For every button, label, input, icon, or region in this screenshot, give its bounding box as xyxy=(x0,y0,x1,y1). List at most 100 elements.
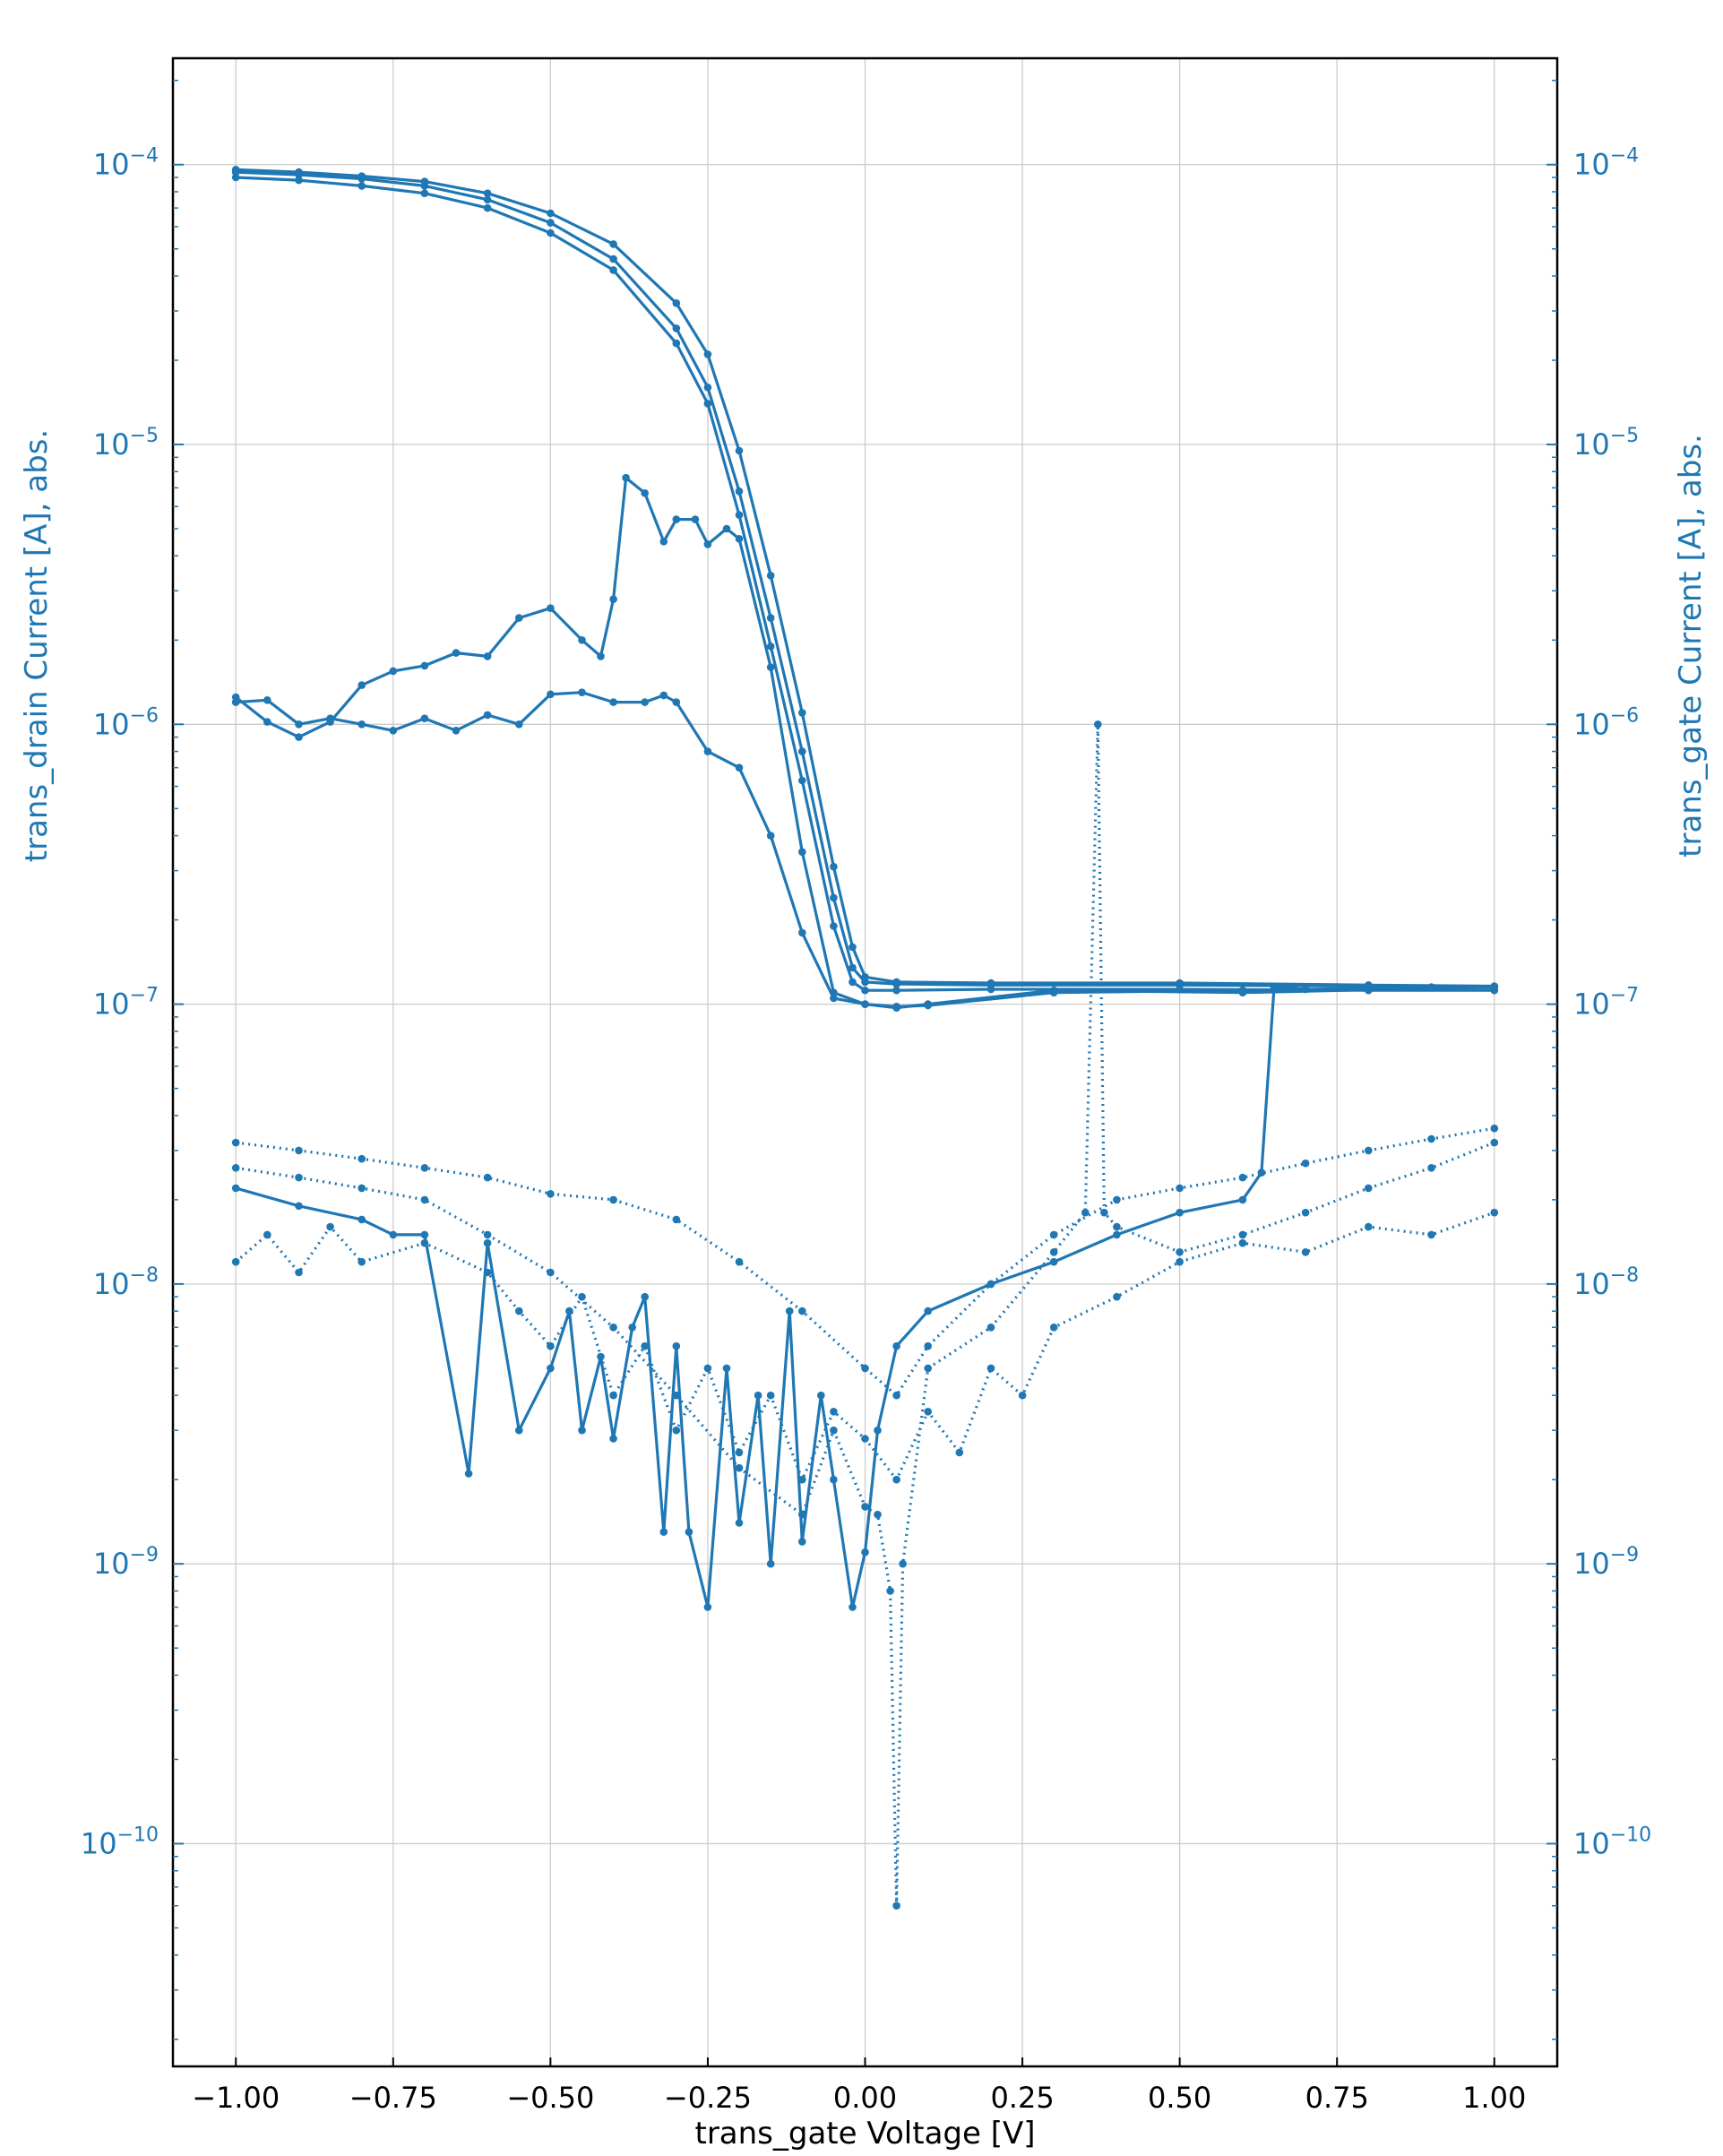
series-4 xyxy=(231,688,1499,1012)
data-point xyxy=(735,511,744,519)
data-point xyxy=(483,711,492,720)
data-point xyxy=(628,1324,636,1332)
data-point xyxy=(892,1391,900,1400)
data-point xyxy=(899,1559,907,1568)
data-point xyxy=(955,1448,964,1457)
data-point xyxy=(1176,979,1184,987)
data-point xyxy=(672,339,681,348)
data-point xyxy=(389,1230,398,1239)
x-tick-label: −1.00 xyxy=(192,2081,280,2115)
y-tick-label-left: 10−6 xyxy=(93,704,159,741)
series-line xyxy=(236,176,1495,992)
data-point xyxy=(420,1195,429,1204)
data-point xyxy=(685,1528,694,1536)
data-point xyxy=(1490,983,1499,991)
data-point xyxy=(358,681,366,689)
x-tick-label: −0.25 xyxy=(664,2081,752,2115)
data-point xyxy=(735,763,744,772)
data-point xyxy=(766,642,775,651)
data-point xyxy=(609,240,617,248)
data-point xyxy=(295,1146,303,1155)
data-point xyxy=(817,1391,825,1400)
data-point xyxy=(798,709,806,717)
x-tick-label: 0.00 xyxy=(833,2081,897,2115)
data-point xyxy=(924,1000,932,1008)
series-layer xyxy=(231,166,1499,1910)
data-point xyxy=(641,698,649,706)
data-point xyxy=(1049,1248,1058,1256)
data-point xyxy=(609,698,617,706)
data-point xyxy=(830,994,838,1003)
y-tick-label-left: 10−4 xyxy=(93,145,159,182)
data-point xyxy=(754,1391,762,1400)
data-point xyxy=(483,203,492,212)
x-axis-label: trans_gate Voltage [V] xyxy=(694,2116,1035,2152)
data-point xyxy=(735,487,744,496)
data-point xyxy=(358,172,366,180)
data-point xyxy=(892,1475,900,1484)
y-tick-label-left: 10−8 xyxy=(93,1264,159,1301)
data-point xyxy=(1365,1222,1373,1231)
data-point xyxy=(483,189,492,197)
data-point xyxy=(609,1195,617,1204)
data-point xyxy=(483,195,492,204)
data-point xyxy=(986,985,995,994)
data-point xyxy=(263,1230,271,1239)
data-point xyxy=(597,652,605,660)
data-point xyxy=(672,1215,681,1224)
y-tick-label-right: 10−8 xyxy=(1573,1264,1639,1301)
data-point xyxy=(672,299,681,307)
data-point xyxy=(1301,1208,1310,1217)
data-point xyxy=(735,535,744,543)
data-point xyxy=(892,1004,900,1012)
data-point xyxy=(672,1341,681,1350)
y-tick-label-right: 10−10 xyxy=(1573,1824,1651,1860)
series-line xyxy=(236,170,1495,989)
data-point xyxy=(672,698,681,706)
data-point xyxy=(609,1324,617,1332)
y-tick-label-right: 10−6 xyxy=(1573,704,1639,741)
data-point xyxy=(691,515,700,523)
data-point xyxy=(358,1257,366,1266)
data-point xyxy=(547,1268,555,1277)
y-axis-label-right: trans_gate Current [A], abs. xyxy=(1673,434,1709,858)
data-point xyxy=(766,572,775,580)
y-tick-label-left: 10−10 xyxy=(81,1824,159,1860)
data-point xyxy=(452,649,461,657)
data-point xyxy=(1238,988,1247,996)
data-point xyxy=(659,1528,668,1536)
data-point xyxy=(641,1292,649,1301)
data-point xyxy=(547,1190,555,1198)
data-point xyxy=(874,1510,882,1519)
data-point xyxy=(609,1435,617,1443)
data-point xyxy=(798,928,806,937)
data-point xyxy=(641,489,649,497)
data-point xyxy=(389,727,398,735)
data-point xyxy=(1113,1222,1121,1231)
data-point xyxy=(986,1324,995,1332)
data-point xyxy=(420,1164,429,1172)
data-point xyxy=(578,1292,586,1301)
data-point xyxy=(703,747,712,755)
data-point xyxy=(1490,1124,1499,1133)
data-point xyxy=(861,973,869,981)
data-point xyxy=(420,1230,429,1239)
x-tick-label: 0.75 xyxy=(1305,2081,1369,2115)
data-point xyxy=(358,182,366,190)
data-point xyxy=(849,978,857,987)
data-point xyxy=(1238,1230,1247,1239)
data-point xyxy=(886,1587,894,1595)
data-point xyxy=(703,1603,712,1611)
data-point xyxy=(861,1548,869,1557)
data-point xyxy=(1238,1173,1247,1182)
data-point xyxy=(735,1257,744,1266)
data-point xyxy=(1270,983,1279,991)
data-point xyxy=(1049,1230,1058,1239)
data-point xyxy=(515,720,523,729)
data-point xyxy=(924,1341,932,1350)
data-point xyxy=(609,595,617,603)
data-point xyxy=(483,1238,492,1247)
data-point xyxy=(547,219,555,227)
data-point xyxy=(1176,1248,1184,1256)
data-point xyxy=(295,168,303,177)
